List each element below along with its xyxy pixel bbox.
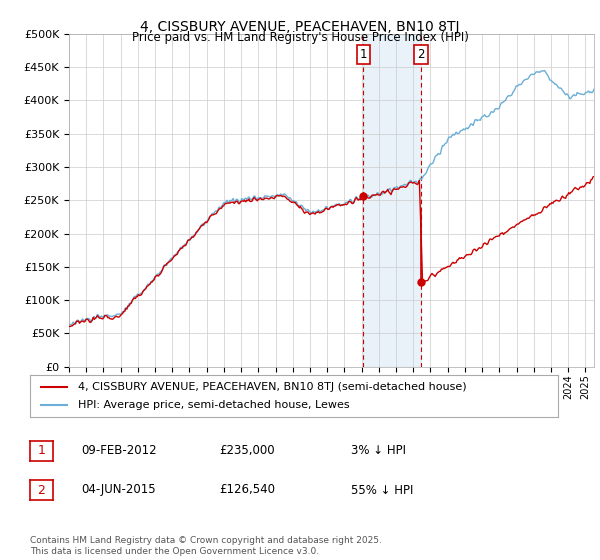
Text: £235,000: £235,000 xyxy=(219,444,275,458)
Text: HPI: Average price, semi-detached house, Lewes: HPI: Average price, semi-detached house,… xyxy=(77,400,349,410)
Text: 4, CISSBURY AVENUE, PEACEHAVEN, BN10 8TJ (semi-detached house): 4, CISSBURY AVENUE, PEACEHAVEN, BN10 8TJ… xyxy=(77,382,466,392)
Text: 3% ↓ HPI: 3% ↓ HPI xyxy=(351,444,406,458)
Bar xyxy=(364,34,421,367)
Text: 1: 1 xyxy=(359,48,367,62)
Text: 04-JUN-2015: 04-JUN-2015 xyxy=(81,483,155,497)
Text: 1: 1 xyxy=(37,444,46,458)
Text: 09-FEB-2012: 09-FEB-2012 xyxy=(81,444,157,458)
Text: £126,540: £126,540 xyxy=(219,483,275,497)
Text: 55% ↓ HPI: 55% ↓ HPI xyxy=(351,483,413,497)
Text: Price paid vs. HM Land Registry's House Price Index (HPI): Price paid vs. HM Land Registry's House … xyxy=(131,31,469,44)
Text: 2: 2 xyxy=(37,483,46,497)
Text: 2: 2 xyxy=(417,48,425,62)
Text: 4, CISSBURY AVENUE, PEACEHAVEN, BN10 8TJ: 4, CISSBURY AVENUE, PEACEHAVEN, BN10 8TJ xyxy=(140,20,460,34)
Text: Contains HM Land Registry data © Crown copyright and database right 2025.
This d: Contains HM Land Registry data © Crown c… xyxy=(30,536,382,556)
